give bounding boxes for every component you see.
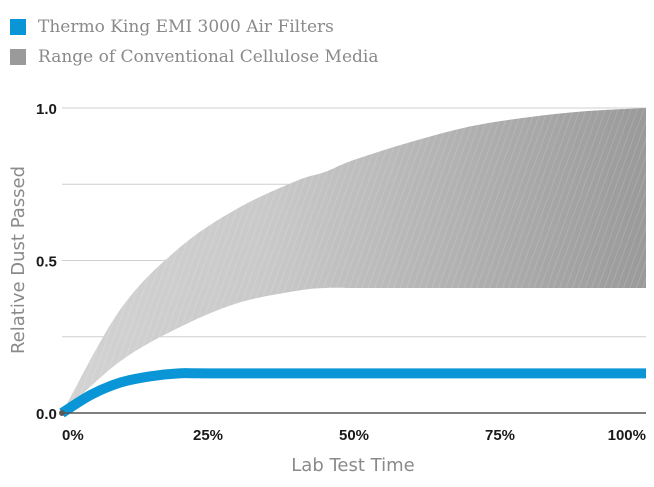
legend-swatch-emi [10,19,26,35]
x-axis-title: Lab Test Time [291,455,414,476]
y-tick-label: 0.5 [36,254,57,271]
y-tick-label: 1.0 [36,101,57,118]
legend-label-emi: Thermo King EMI 3000 Air Filters [38,17,334,37]
y-tick-label: 0.0 [36,406,57,423]
legend-label-cellulose: Range of Conventional Cellulose Media [38,47,379,67]
x-tick-label: 100% [608,427,646,444]
y-axis-title: Relative Dust Passed [8,166,29,354]
x-tick-label: 50% [339,427,369,444]
chart-legend: Thermo King EMI 3000 Air Filters Range o… [10,12,378,72]
cellulose-range-texture [62,108,646,413]
x-tick-label: 0% [62,427,84,444]
legend-swatch-cellulose [10,49,26,65]
x-tick-label: 75% [485,427,515,444]
emi-filter-line [59,368,646,418]
legend-item-cellulose: Range of Conventional Cellulose Media [10,42,378,72]
legend-item-emi: Thermo King EMI 3000 Air Filters [10,12,378,42]
x-tick-label: 25% [193,427,223,444]
